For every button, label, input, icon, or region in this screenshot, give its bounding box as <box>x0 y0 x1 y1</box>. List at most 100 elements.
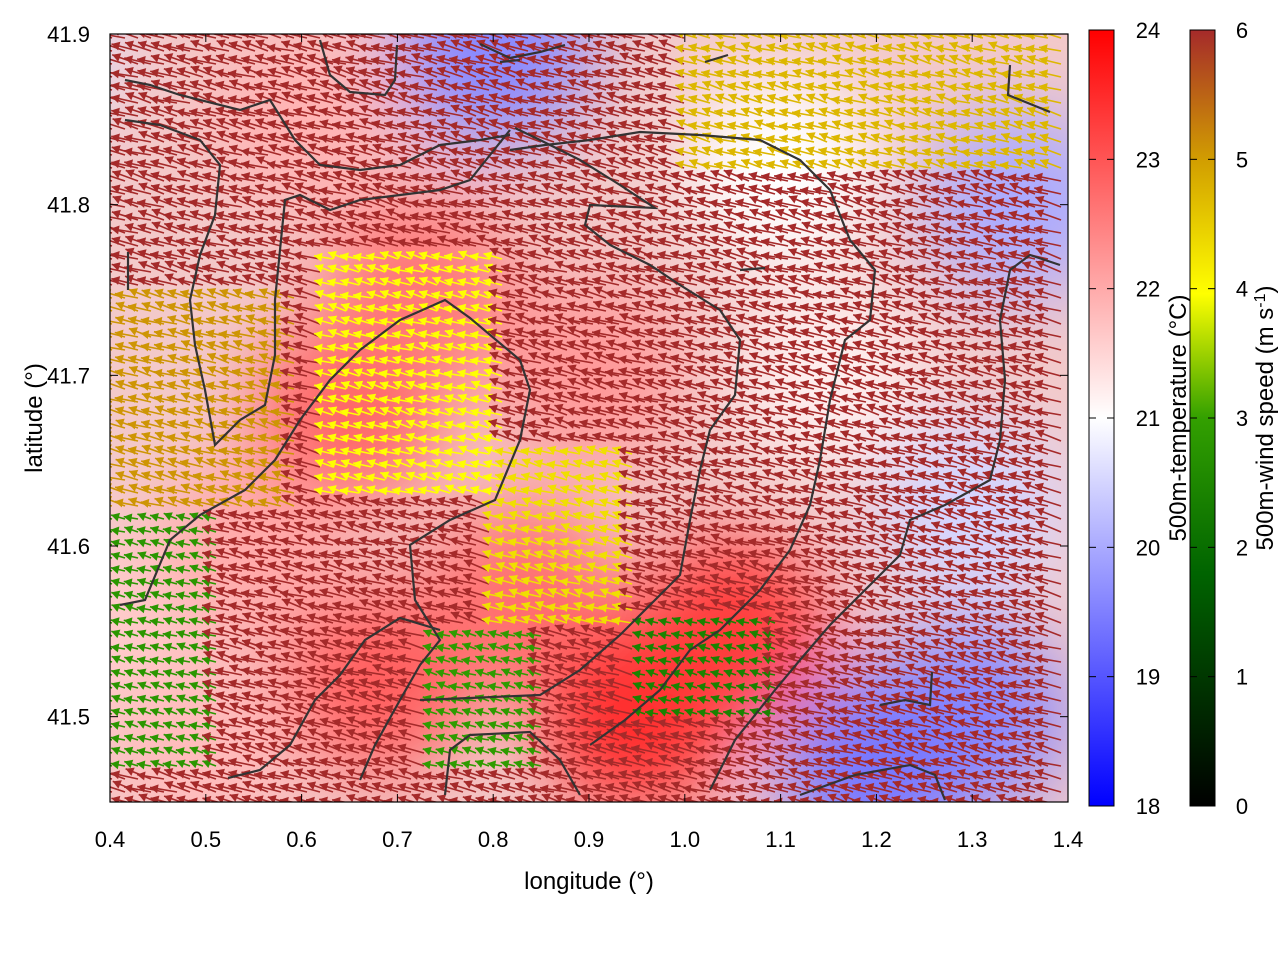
wind-arrow <box>111 276 139 286</box>
wind-arrow <box>110 96 126 104</box>
wind-arrow <box>293 274 321 286</box>
wind-arrow <box>110 296 113 299</box>
wind-arrow <box>110 84 126 91</box>
wind-arrow <box>539 95 568 105</box>
wind-arrow <box>124 184 152 195</box>
wind-arrow <box>1000 54 1023 65</box>
wind-arrow <box>527 249 555 260</box>
wind-arrow <box>969 237 997 247</box>
wind-arrow <box>515 183 542 195</box>
wind-arrow <box>371 119 399 130</box>
wind-arrow <box>1039 95 1062 105</box>
wind-arrow <box>365 252 386 262</box>
wind-arrow <box>921 122 945 132</box>
wind-arrow <box>747 225 776 235</box>
wind-arrow <box>1020 173 1049 182</box>
wind-arrow <box>175 120 204 130</box>
wind-arrow <box>1025 34 1049 41</box>
wind-arrow <box>216 156 243 169</box>
wind-arrow <box>293 132 321 143</box>
wind-arrow <box>618 210 646 221</box>
wind-arrow <box>410 132 438 143</box>
wind-arrow <box>786 185 815 195</box>
wind-arrow <box>215 53 243 65</box>
wind-arrow <box>513 95 542 105</box>
wind-arrow <box>631 171 659 182</box>
wind-arrow <box>489 156 516 169</box>
wind-arrow <box>215 210 243 221</box>
wind-arrow <box>110 140 113 143</box>
wind-arrow <box>431 276 451 286</box>
wind-arrow <box>280 53 308 65</box>
wind-arrow <box>892 169 919 182</box>
wind-arrow <box>870 133 893 143</box>
wind-arrow <box>352 252 373 262</box>
wind-arrow <box>916 263 945 273</box>
wind-arrow <box>448 121 477 131</box>
wind-arrow <box>162 173 191 183</box>
wind-arrow <box>110 254 126 260</box>
wind-arrow <box>306 105 334 117</box>
wind-arrow <box>124 80 152 91</box>
wind-arrow <box>411 65 438 78</box>
wind-arrow <box>580 169 607 182</box>
wind-arrow <box>794 34 815 39</box>
wind-arrow <box>826 248 854 260</box>
wind-arrow <box>709 223 737 234</box>
wind-arrow <box>370 56 399 66</box>
wind-arrow <box>110 239 126 247</box>
wind-arrow <box>489 39 516 52</box>
wind-arrow <box>110 107 139 117</box>
wind-arrow <box>806 93 828 104</box>
wind-arrow <box>110 112 126 117</box>
wind-arrow <box>280 40 308 52</box>
colorbar-tick-label: 6 <box>1236 18 1248 43</box>
wind-arrow <box>422 121 451 131</box>
wind-arrow <box>501 106 529 117</box>
wind-arrow <box>1034 209 1062 221</box>
wind-arrow <box>384 184 412 195</box>
wind-arrow <box>631 106 659 117</box>
wind-arrow <box>983 208 1010 221</box>
wind-arrow <box>618 94 646 104</box>
wind-arrow <box>474 185 503 195</box>
wind-arrow <box>701 93 724 104</box>
wind-arrow <box>332 170 360 182</box>
wind-arrow <box>190 65 217 78</box>
wind-arrow <box>710 260 737 273</box>
wind-arrow <box>1035 195 1062 208</box>
wind-arrow <box>110 283 113 286</box>
wind-arrow <box>513 107 542 117</box>
wind-arrow <box>189 159 217 169</box>
wind-arrow <box>391 265 412 275</box>
wind-arrow <box>436 235 464 247</box>
wind-arrow <box>592 68 620 78</box>
wind-arrow <box>294 66 321 78</box>
wind-arrow <box>527 198 555 208</box>
colorbar-tick-label: 20 <box>1136 535 1160 560</box>
wind-arrow <box>370 43 399 52</box>
wind-arrow <box>358 170 386 182</box>
wind-arrow <box>709 183 737 195</box>
wind-arrow <box>632 143 659 156</box>
wind-arrow <box>306 210 334 221</box>
wind-arrow <box>1026 158 1049 169</box>
y-axis-label: latitude (°) <box>21 363 48 473</box>
wind-arrow <box>934 148 958 158</box>
wind-arrow <box>805 159 828 169</box>
wind-arrow <box>1039 133 1062 143</box>
wind-arrow <box>176 80 204 91</box>
wind-arrow <box>553 118 581 130</box>
wind-arrow <box>110 69 139 79</box>
wind-arrow <box>294 195 321 208</box>
wind-arrow <box>189 248 217 260</box>
wind-arrow <box>502 274 529 286</box>
wind-arrow <box>110 114 113 117</box>
wind-arrow <box>974 95 997 104</box>
wind-arrow <box>228 40 256 52</box>
wind-arrow <box>669 264 698 273</box>
wind-arrow <box>987 134 1010 144</box>
wind-arrow <box>684 169 711 182</box>
wind-arrow <box>727 82 750 91</box>
wind-arrow <box>177 143 204 156</box>
